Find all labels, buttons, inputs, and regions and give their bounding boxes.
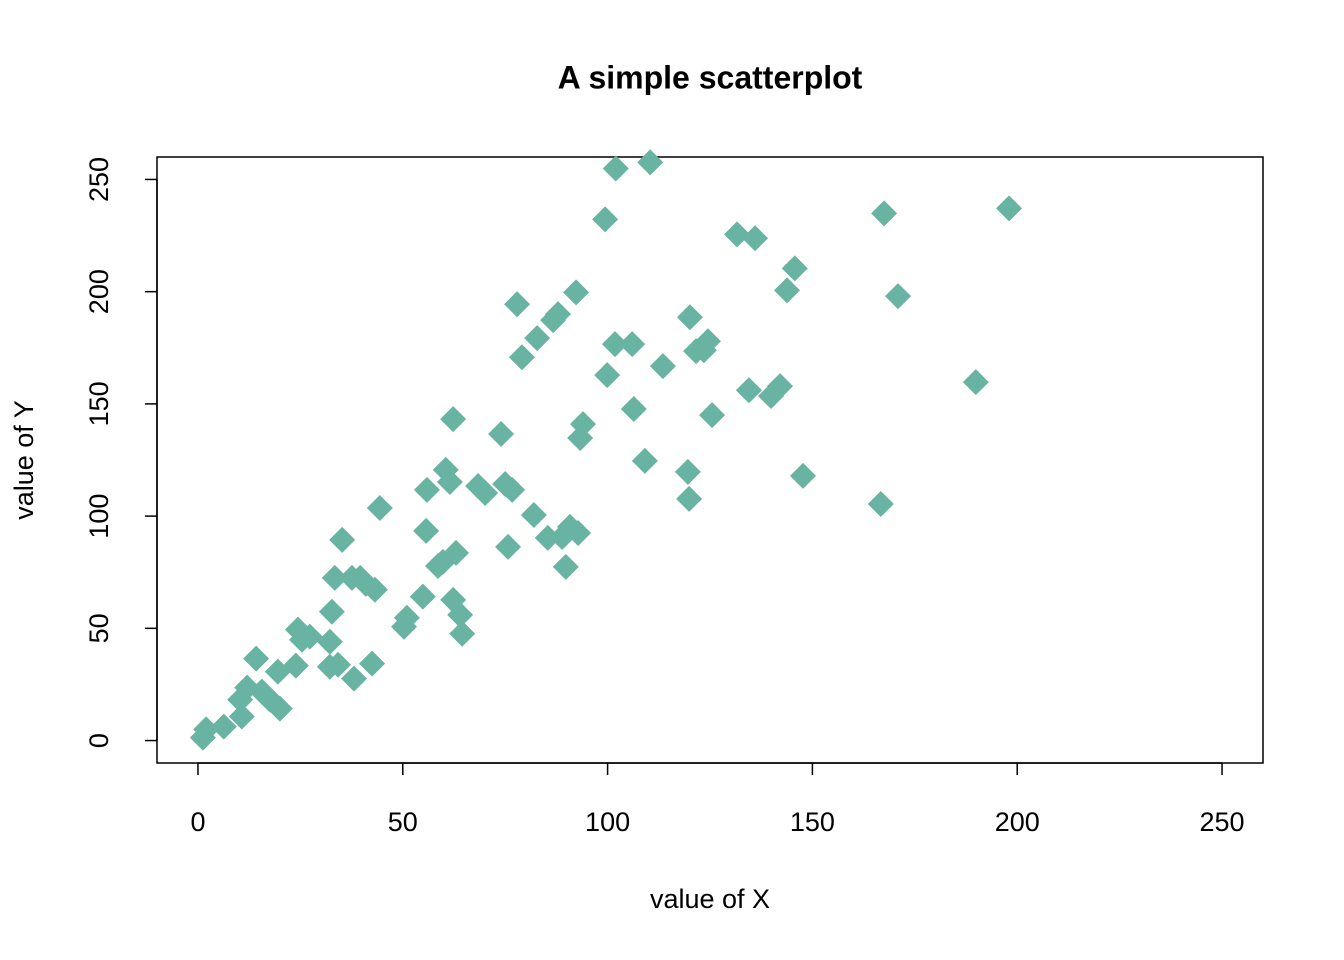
point — [520, 501, 547, 528]
point — [619, 331, 646, 358]
x-tick-label: 100 — [585, 807, 630, 837]
point — [592, 206, 619, 233]
y-tick-label: 200 — [84, 269, 114, 314]
point — [318, 598, 345, 625]
point — [524, 325, 551, 352]
point — [443, 539, 470, 566]
point — [508, 344, 535, 371]
point — [282, 652, 309, 679]
point — [325, 651, 352, 678]
y-tick-label: 250 — [84, 157, 114, 202]
point — [193, 716, 220, 743]
point — [996, 195, 1023, 222]
x-tick-label: 150 — [790, 807, 835, 837]
point — [735, 377, 762, 404]
point — [409, 583, 436, 610]
point — [234, 674, 261, 701]
x-axis-label: value of X — [650, 884, 770, 914]
point — [413, 476, 440, 503]
point — [699, 402, 726, 429]
x-tick-label: 50 — [388, 807, 418, 837]
y-tick-label: 50 — [84, 613, 114, 643]
point — [393, 604, 420, 631]
y-axis-label: value of Y — [9, 400, 39, 520]
point — [637, 149, 664, 176]
chart-title: A simple scatterplot — [558, 59, 863, 95]
x-tick-label: 0 — [190, 807, 205, 837]
point — [228, 703, 255, 730]
point — [552, 553, 579, 580]
point — [724, 221, 751, 248]
point — [742, 225, 769, 252]
point — [504, 291, 531, 318]
point — [447, 601, 474, 628]
point — [676, 485, 703, 512]
point — [488, 420, 515, 447]
x-tick-label: 250 — [1200, 807, 1245, 837]
point — [495, 533, 522, 560]
point — [436, 468, 463, 495]
point — [962, 369, 989, 396]
point — [789, 462, 816, 489]
point — [266, 695, 293, 722]
point — [449, 620, 476, 647]
point — [781, 255, 808, 282]
point — [649, 353, 676, 380]
point — [674, 458, 701, 485]
y-tick-label: 150 — [84, 381, 114, 426]
point — [210, 713, 237, 740]
point — [359, 650, 386, 677]
point — [413, 517, 440, 544]
point — [534, 524, 561, 551]
point — [601, 331, 628, 358]
point — [594, 362, 621, 389]
y-tick-label: 100 — [84, 494, 114, 539]
point — [321, 564, 348, 591]
y-tick-label: 0 — [84, 733, 114, 748]
point — [472, 479, 499, 506]
point — [570, 411, 597, 438]
point — [361, 576, 388, 603]
point — [366, 495, 393, 522]
point — [767, 373, 794, 400]
point — [774, 277, 801, 304]
point — [631, 447, 658, 474]
point — [440, 406, 467, 433]
point — [329, 526, 356, 553]
point — [316, 628, 343, 655]
x-tick-label: 200 — [995, 807, 1040, 837]
point — [694, 328, 721, 355]
point — [871, 200, 898, 227]
point — [545, 301, 572, 328]
point — [499, 476, 526, 503]
point — [563, 279, 590, 306]
point — [296, 623, 323, 650]
point — [885, 283, 912, 310]
point — [341, 665, 368, 692]
point — [620, 396, 647, 423]
point — [243, 645, 270, 672]
point — [602, 155, 629, 182]
point — [867, 490, 894, 517]
point — [676, 304, 703, 331]
point — [565, 519, 592, 546]
